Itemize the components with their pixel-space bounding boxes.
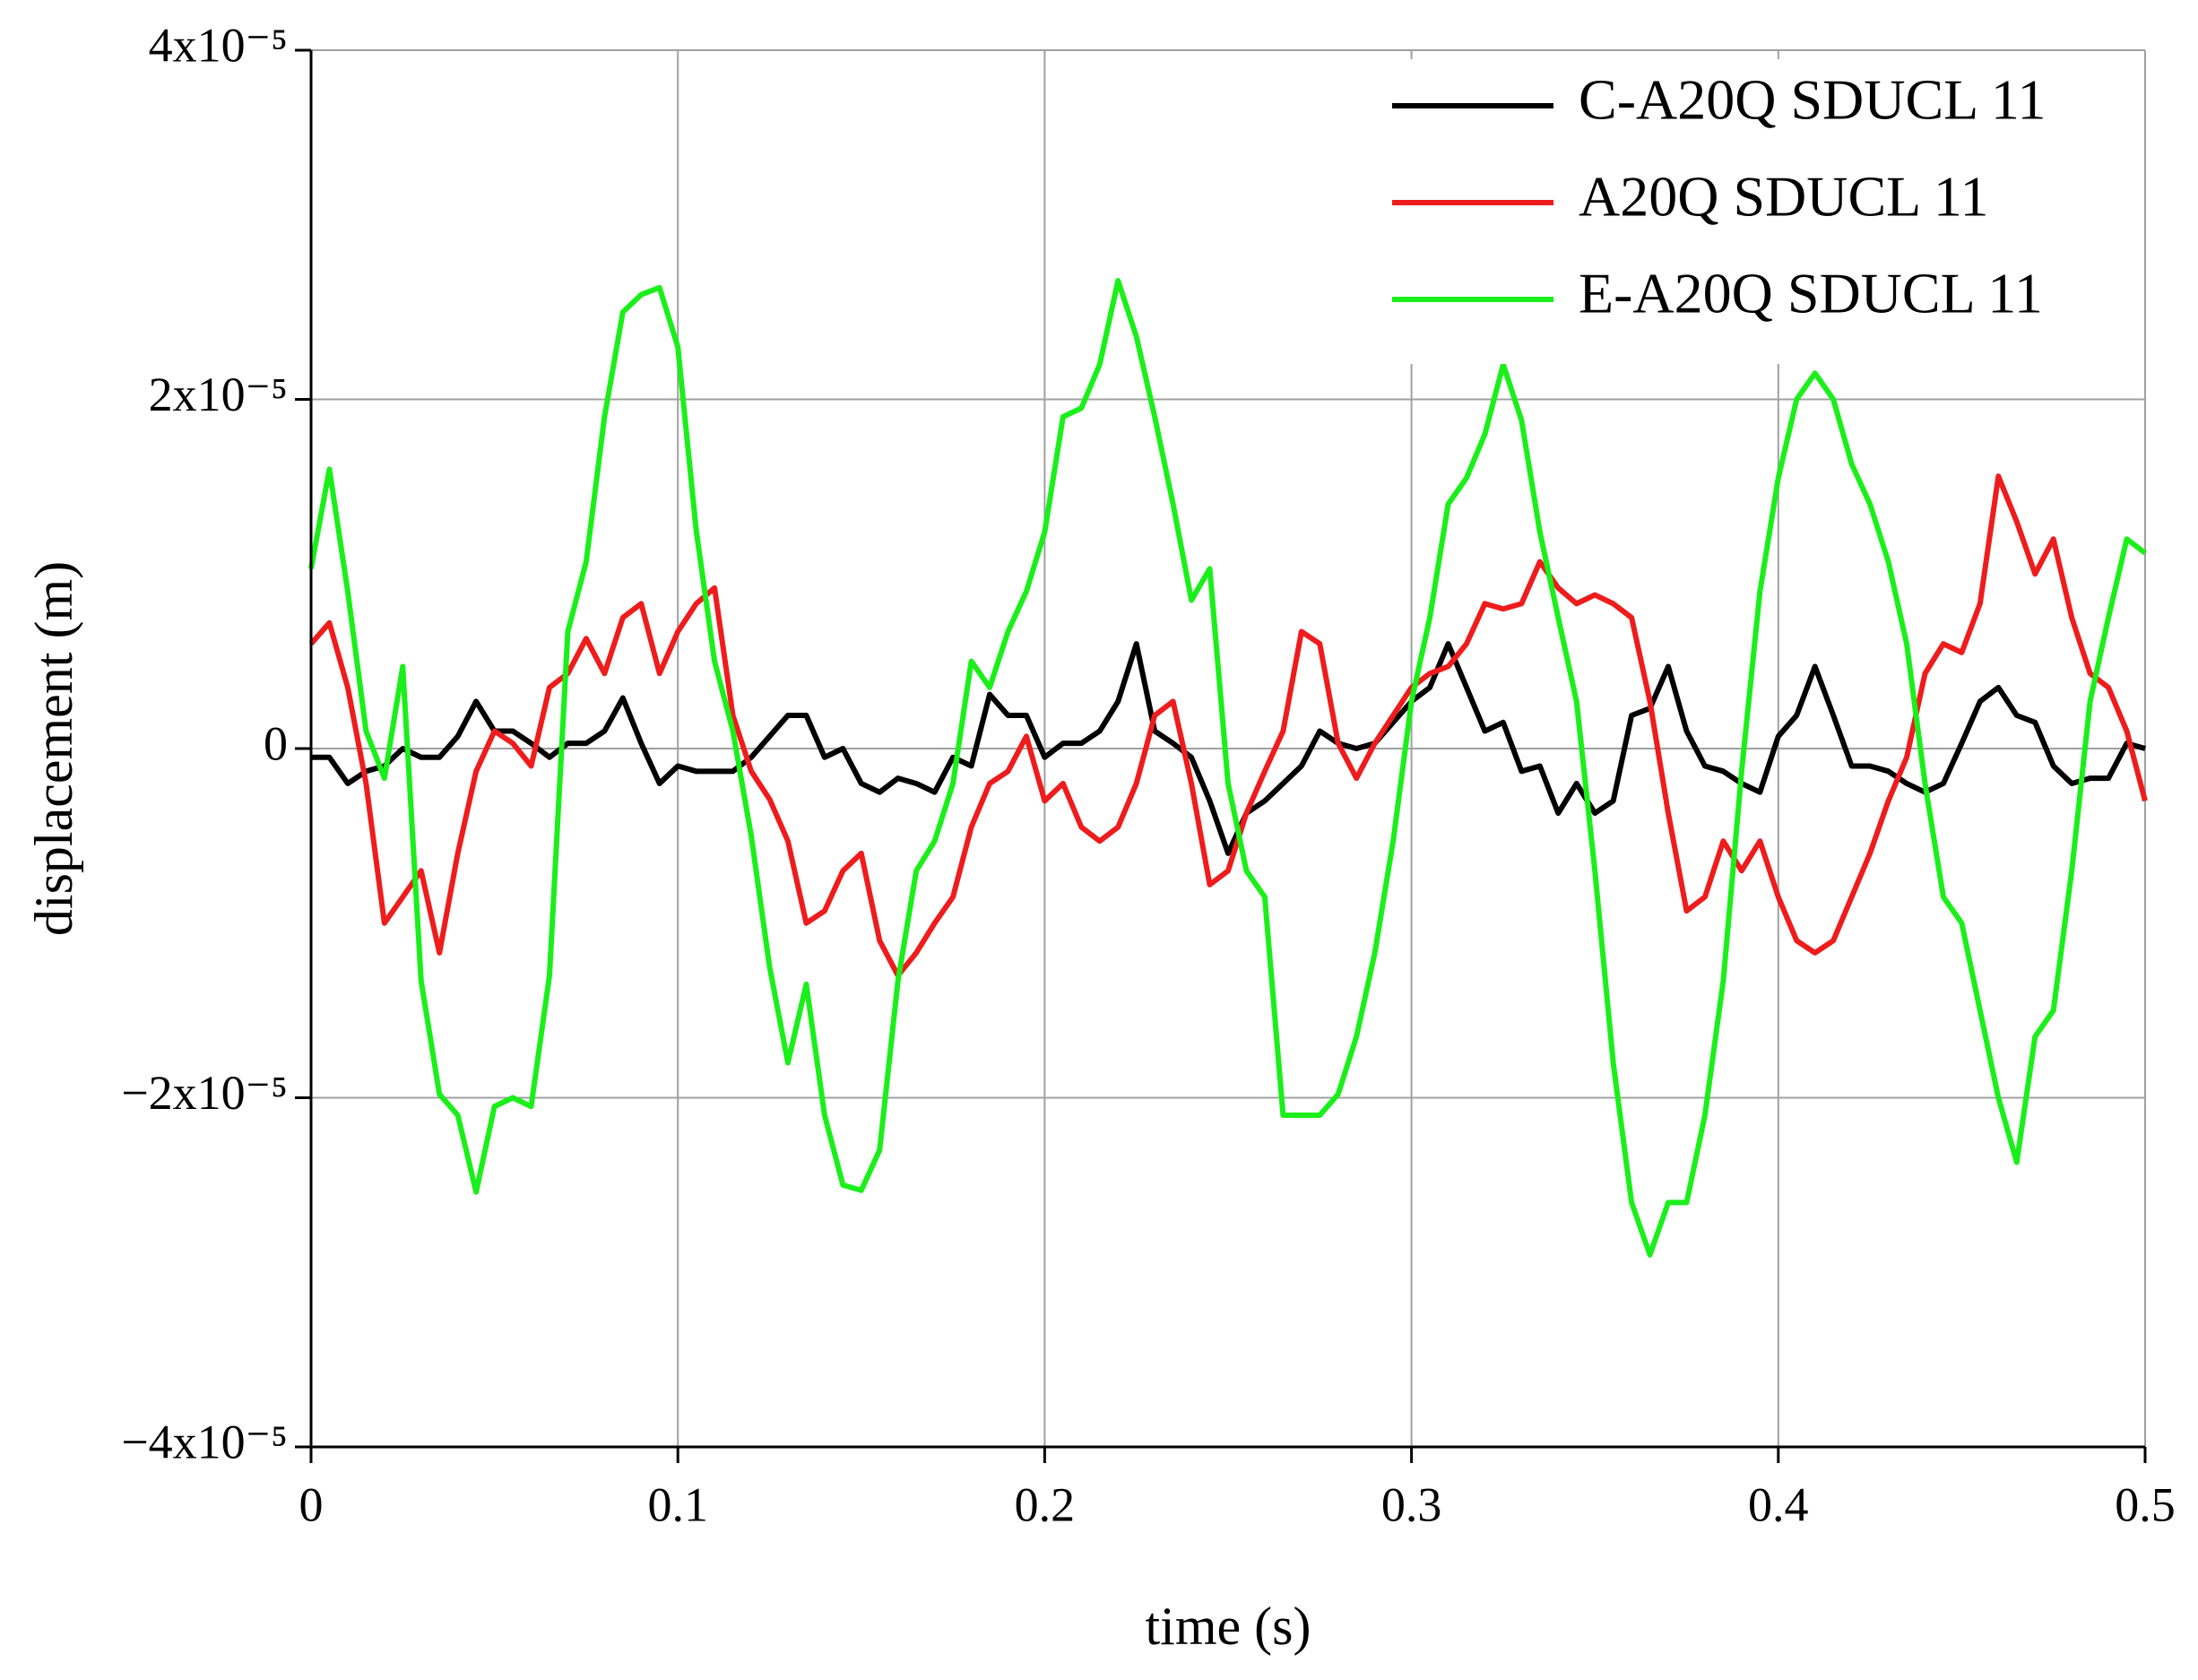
x-tick-label: 0.3 [1381,1477,1442,1531]
y-tick-label: −4x10⁻⁵ [121,1415,288,1468]
legend-label: A20Q SDUCL 11 [1579,165,1989,229]
y-tick-label: 2x10⁻⁵ [149,368,288,421]
series-line [308,473,2148,979]
legend-label: E-A20Q SDUCL 11 [1579,262,2043,325]
axes: 0 0.1 0.2 0.3 0.4 0.5 −4x10⁻⁵ −2x10⁻⁵ 0 2x10⁻⁵ 4x1… [121,18,2176,1531]
y-axis-title: displacement (m) [24,561,83,936]
x-axis-title: time (s) [1146,1597,1311,1656]
y-tick-label: −2x10⁻⁵ [121,1066,288,1120]
y-tick-label: 0 [264,716,288,770]
x-tick-label: 0.2 [1015,1477,1076,1531]
x-tick-label: 0.4 [1748,1477,1809,1531]
legend-label: C-A20Q SDUCL 11 [1579,68,2047,132]
series-line [308,278,2147,1258]
legend-box [1383,59,2136,364]
x-tick-label: 0.5 [2115,1477,2176,1531]
series-line [311,641,2146,856]
lines [308,278,2148,1258]
legend: C-A20Q SDUCL 11 A20Q SDUCL 11 E-A20Q SDUCL… [1383,59,2136,364]
y-tick-label: 4x10⁻⁵ [149,18,288,72]
x-tick-label: 0 [299,1477,324,1531]
x-tick-label: 0.1 [647,1477,708,1531]
